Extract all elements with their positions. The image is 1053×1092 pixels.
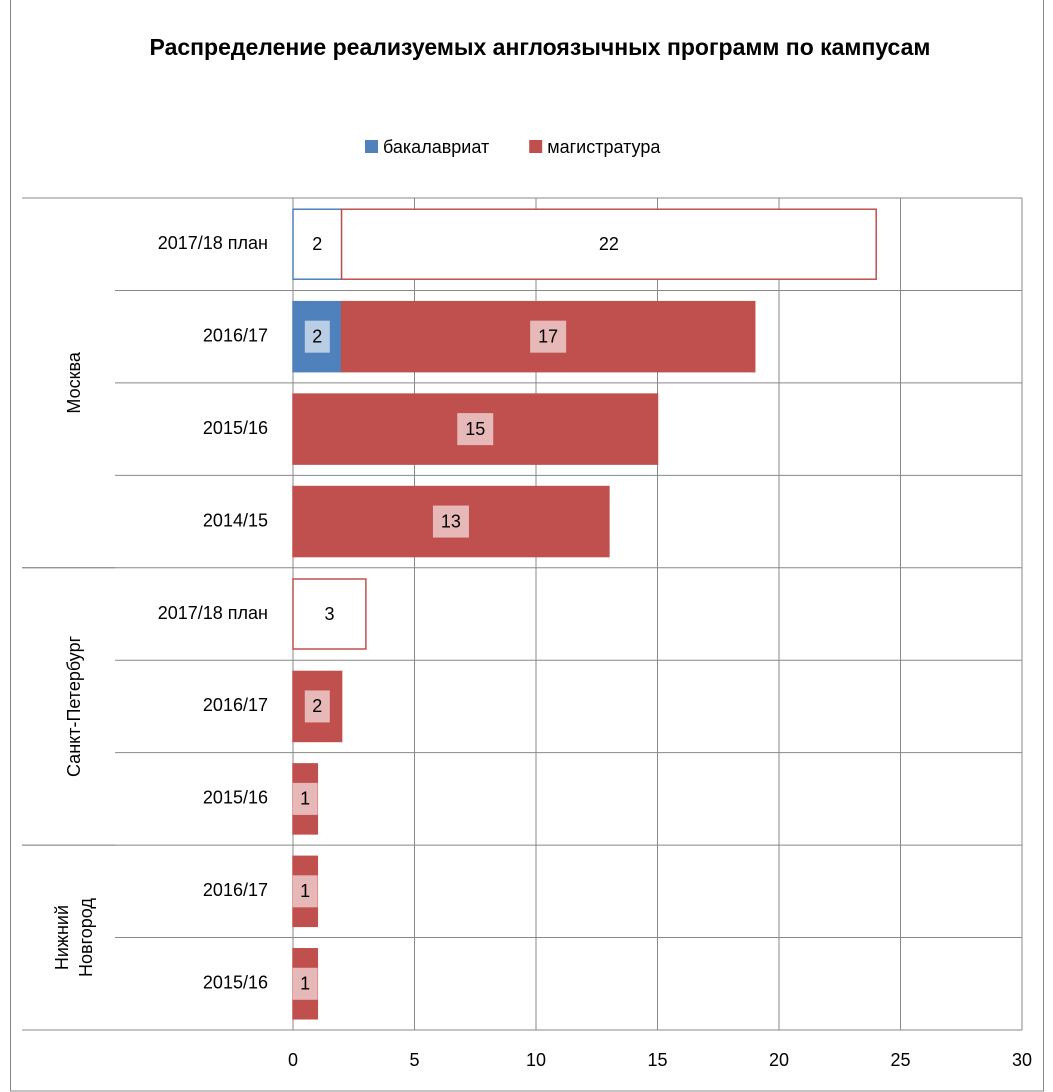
group-label-line: Нижний: [52, 905, 72, 970]
x-tick-label: 15: [647, 1050, 667, 1070]
x-tick-label: 30: [1012, 1050, 1032, 1070]
data-label: 2: [312, 326, 322, 346]
chart-title: Распределение реализуемых англоязычных п…: [149, 34, 931, 60]
legend-swatch: [529, 140, 543, 153]
y-tick-label: 2016/17: [203, 880, 268, 900]
y-tick-label: 2015/16: [203, 418, 268, 438]
x-tick-label: 20: [769, 1050, 789, 1070]
data-label: 1: [300, 881, 310, 901]
data-label: 15: [465, 419, 485, 439]
x-tick-label: 25: [890, 1050, 910, 1070]
x-tick-label: 0: [288, 1050, 298, 1070]
label-background: [292, 875, 318, 908]
group-label: Москва: [64, 351, 84, 413]
data-label: 13: [441, 511, 461, 531]
x-tick-label: 5: [409, 1050, 419, 1070]
label-background: [304, 320, 330, 353]
label-background: [457, 413, 494, 446]
y-tick-label: 2017/18 план: [158, 233, 268, 253]
data-label: 1: [300, 974, 310, 994]
y-tick-label: 2016/17: [203, 325, 268, 345]
group-label-line: Новгород: [76, 898, 96, 977]
group-label: Нижний Новгород: [52, 898, 96, 977]
group-label-line: Санкт-Петербург: [64, 635, 84, 777]
group-label-line: Москва: [64, 351, 84, 413]
x-tick-label: 10: [526, 1050, 546, 1070]
y-tick-label: 2016/17: [203, 695, 268, 715]
label-background: [530, 320, 567, 353]
y-tick-label: 2017/18 план: [158, 603, 268, 623]
legend-label: магистратура: [547, 137, 661, 157]
y-tick-label: 2014/15: [203, 510, 268, 530]
bar-segment: [340, 300, 756, 373]
label-background: [292, 782, 318, 815]
group-label: Санкт-Петербург: [64, 635, 84, 777]
bar-segment: [292, 578, 367, 650]
data-label: 2: [312, 234, 322, 254]
bar-segment: [340, 208, 877, 280]
data-label: 3: [324, 604, 334, 624]
data-label: 22: [599, 234, 619, 254]
label-background: [304, 690, 330, 723]
y-tick-label: 2015/16: [203, 973, 268, 993]
data-label: 17: [538, 326, 558, 346]
y-tick-label: 2015/16: [203, 788, 268, 808]
legend-label: бакалавриат: [383, 137, 489, 157]
data-label: 1: [300, 789, 310, 809]
data-label: 2: [312, 696, 322, 716]
legend-swatch: [365, 140, 378, 153]
label-background: [292, 967, 318, 1000]
label-background: [432, 505, 469, 538]
